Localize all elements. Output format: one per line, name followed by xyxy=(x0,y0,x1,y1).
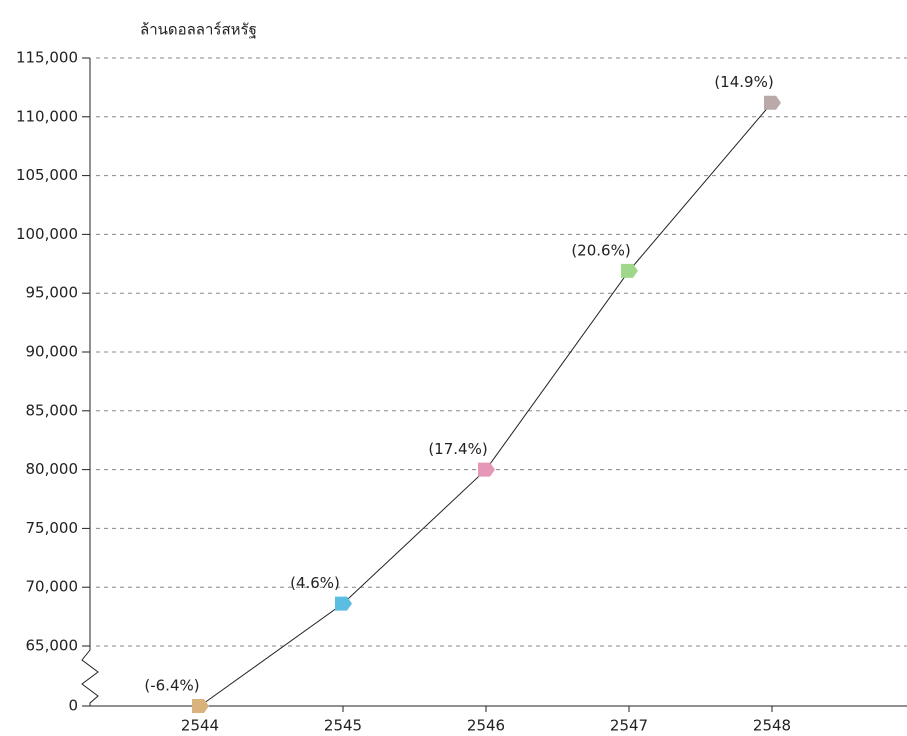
axis xyxy=(81,58,907,707)
y-tick-label: 75,000 xyxy=(26,519,79,537)
x-tick-label: 2547 xyxy=(610,717,648,735)
x-tick-label: 2544 xyxy=(181,717,219,735)
annotation: (20.6%) xyxy=(571,241,630,259)
y-tick-label: 0 xyxy=(68,697,78,715)
y-tick-label: 95,000 xyxy=(26,284,79,302)
x-tick-label: 2546 xyxy=(467,717,505,735)
point xyxy=(621,263,638,278)
x-tick-label: 2548 xyxy=(753,717,791,735)
annotation: (14.9%) xyxy=(714,73,773,91)
y-tick-label: 110,000 xyxy=(16,107,78,125)
y-tick-label: 70,000 xyxy=(26,578,79,596)
x-tick-label: 2545 xyxy=(324,717,362,735)
point xyxy=(764,95,781,110)
y-tick-label: 65,000 xyxy=(26,637,79,655)
annotation: (17.4%) xyxy=(428,440,487,458)
point xyxy=(478,462,495,477)
y-tick-label: 90,000 xyxy=(26,343,79,361)
line xyxy=(199,102,773,707)
y-tick-label: 100,000 xyxy=(16,225,78,243)
y-tick-label: 80,000 xyxy=(26,460,79,478)
annotation: (-6.4%) xyxy=(144,677,199,695)
y-axis-title: ล้านดอลลาร์สหรัฐ xyxy=(140,21,257,39)
point xyxy=(335,596,352,611)
annotation: (4.6%) xyxy=(290,574,340,592)
y-tick-label: 105,000 xyxy=(16,166,78,184)
y-tick-label: 115,000 xyxy=(16,49,78,67)
point xyxy=(192,699,209,713)
y-tick-label: 85,000 xyxy=(26,401,79,419)
